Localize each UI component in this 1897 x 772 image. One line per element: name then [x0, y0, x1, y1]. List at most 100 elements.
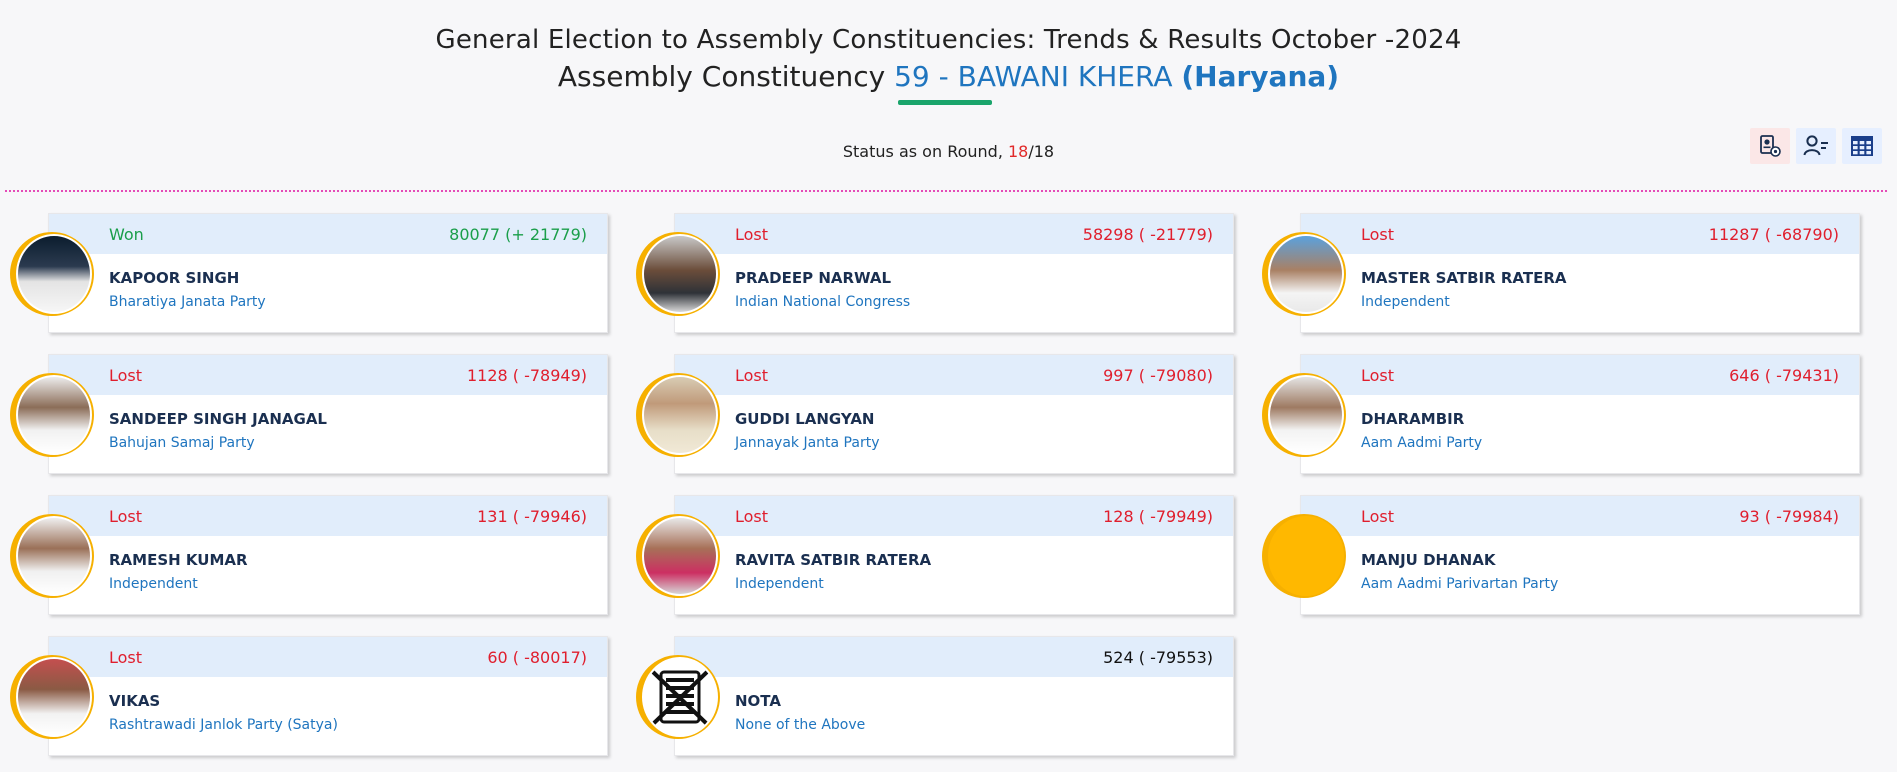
- card-body: Lost 93 ( -79984) MANJU DHANAK Aam Aadmi…: [1300, 495, 1860, 615]
- vote-count: 1128 ( -78949): [466, 365, 587, 385]
- card-band: Lost 58298 ( -21779): [675, 214, 1233, 254]
- view-toolbar: [1750, 128, 1882, 164]
- chart-settings-icon: [1760, 135, 1781, 157]
- candidate-card[interactable]: Lost 11287 ( -68790) MASTER SATBIR RATER…: [1262, 213, 1862, 333]
- candidate-name: PRADEEP NARWAL: [735, 269, 892, 287]
- card-body: Lost 997 ( -79080) GUDDI LANGYAN Jannaya…: [674, 354, 1234, 474]
- result-status: Lost: [1361, 506, 1395, 526]
- candidate-card[interactable]: Lost 93 ( -79984) MANJU DHANAK Aam Aadmi…: [1262, 495, 1862, 615]
- round-separator: /: [1028, 142, 1034, 161]
- card-body: Lost 128 ( -79949) RAVITA SATBIR RATERA …: [674, 495, 1234, 615]
- avatar: [16, 516, 92, 596]
- avatar-ring: [10, 655, 94, 739]
- avatar: [642, 375, 718, 455]
- candidate-card[interactable]: Lost 646 ( -79431) DHARAMBIR Aam Aadmi P…: [1262, 354, 1862, 474]
- candidate-card[interactable]: Lost 131 ( -79946) RAMESH KUMAR Independ…: [10, 495, 610, 615]
- avatar: [642, 234, 718, 314]
- party-name: Independent: [109, 576, 198, 592]
- constituency-prefix: Assembly Constituency: [557, 60, 886, 93]
- result-status: Lost: [1361, 224, 1395, 244]
- result-status: Lost: [1361, 365, 1395, 385]
- card-band: Lost 93 ( -79984): [1301, 496, 1859, 536]
- card-band: Lost 11287 ( -68790): [1301, 214, 1859, 254]
- card-band: Lost 646 ( -79431): [1301, 355, 1859, 395]
- party-name: Bahujan Samaj Party: [109, 435, 255, 451]
- party-name: Indian National Congress: [735, 294, 911, 310]
- card-body: Lost 646 ( -79431) DHARAMBIR Aam Aadmi P…: [1300, 354, 1860, 474]
- avatar: [16, 657, 92, 737]
- person-list-icon: [1803, 135, 1828, 156]
- card-body: 524 ( -79553) NOTA None of the Above: [674, 636, 1234, 756]
- vote-count: 524 ( -79553): [1103, 647, 1213, 667]
- card-body: Lost 11287 ( -68790) MASTER SATBIR RATER…: [1300, 213, 1860, 333]
- candidate-card[interactable]: Lost 1128 ( -78949) SANDEEP SINGH JANAGA…: [10, 354, 610, 474]
- state-name: (Haryana): [1181, 60, 1340, 93]
- avatar-ring: [636, 514, 720, 598]
- avatar-ring: [636, 373, 720, 457]
- candidate-name: DHARAMBIR: [1361, 410, 1465, 428]
- candidate-name: VIKAS: [109, 692, 161, 710]
- card-body: Lost 60 ( -80017) VIKAS Rashtrawadi Janl…: [48, 636, 608, 756]
- candidate-name: NOTA: [735, 692, 781, 710]
- section-divider: [5, 190, 1887, 192]
- party-name: Bharatiya Janata Party: [109, 294, 266, 310]
- vote-count: 131 ( -79946): [477, 506, 587, 526]
- current-round: 18: [1008, 142, 1029, 161]
- card-body: Lost 58298 ( -21779) PRADEEP NARWAL Indi…: [674, 213, 1234, 333]
- avatar-ring: [1262, 232, 1346, 316]
- title-underline: [898, 100, 992, 105]
- party-name: Independent: [735, 576, 824, 592]
- avatar: [1268, 375, 1344, 455]
- result-status: Lost: [735, 365, 769, 385]
- vote-count: 646 ( -79431): [1729, 365, 1839, 385]
- card-band: Lost 997 ( -79080): [675, 355, 1233, 395]
- avatar-ring: [636, 232, 720, 316]
- avatar-placeholder: [1268, 516, 1344, 596]
- party-name: None of the Above: [735, 717, 866, 733]
- candidate-card[interactable]: Won 80077 (+ 21779) KAPOOR SINGH Bharati…: [10, 213, 610, 333]
- card-band: Lost 1128 ( -78949): [49, 355, 607, 395]
- round-status: Status as on Round, 18/18: [0, 142, 1897, 161]
- chart-view-button[interactable]: [1750, 128, 1790, 164]
- candidate-card[interactable]: Lost 60 ( -80017) VIKAS Rashtrawadi Janl…: [10, 636, 610, 756]
- avatar: [642, 657, 718, 737]
- constituency-title: Assembly Constituency 59 - BAWANI KHERA …: [0, 58, 1897, 96]
- candidate-card[interactable]: Lost 128 ( -79949) RAVITA SATBIR RATERA …: [636, 495, 1236, 615]
- avatar: [16, 234, 92, 314]
- candidate-name: GUDDI LANGYAN: [735, 410, 875, 428]
- avatar-ring: [10, 514, 94, 598]
- avatar-ring: [1262, 373, 1346, 457]
- vote-count: 58298 ( -21779): [1082, 224, 1213, 244]
- table-grid-icon: [1851, 136, 1873, 156]
- round-status-label: Status as on Round,: [842, 142, 1003, 161]
- candidate-name: MANJU DHANAK: [1361, 551, 1496, 569]
- card-body: Won 80077 (+ 21779) KAPOOR SINGH Bharati…: [48, 213, 608, 333]
- candidate-grid: Won 80077 (+ 21779) KAPOOR SINGH Bharati…: [10, 213, 1862, 756]
- vote-count: 80077 (+ 21779): [449, 224, 587, 244]
- card-band: Lost 60 ( -80017): [49, 637, 607, 677]
- table-view-button[interactable]: [1842, 128, 1882, 164]
- candidate-name: SANDEEP SINGH JANAGAL: [109, 410, 327, 428]
- avatar-ring: [1262, 514, 1346, 598]
- party-name: Rashtrawadi Janlok Party (Satya): [109, 717, 338, 733]
- candidate-card[interactable]: Lost 58298 ( -21779) PRADEEP NARWAL Indi…: [636, 213, 1236, 333]
- candidate-name: RAVITA SATBIR RATERA: [735, 551, 932, 569]
- card-body: Lost 131 ( -79946) RAMESH KUMAR Independ…: [48, 495, 608, 615]
- party-name: Independent: [1361, 294, 1450, 310]
- vote-count: 11287 ( -68790): [1708, 224, 1839, 244]
- card-body: Lost 1128 ( -78949) SANDEEP SINGH JANAGA…: [48, 354, 608, 474]
- candidate-card[interactable]: Lost 997 ( -79080) GUDDI LANGYAN Jannaya…: [636, 354, 1236, 474]
- result-status: Won: [109, 224, 144, 244]
- party-name: Aam Aadmi Parivartan Party: [1361, 576, 1559, 592]
- result-status: Lost: [735, 224, 769, 244]
- candidate-list-button[interactable]: [1796, 128, 1836, 164]
- candidate-name: RAMESH KUMAR: [109, 551, 248, 569]
- avatar-ring: [636, 655, 720, 739]
- page-header: General Election to Assembly Constituenc…: [0, 0, 1897, 96]
- result-status: Lost: [109, 506, 143, 526]
- card-band: Won 80077 (+ 21779): [49, 214, 607, 254]
- vote-count: 60 ( -80017): [487, 647, 587, 667]
- candidate-card[interactable]: 524 ( -79553) NOTA None of the Above: [636, 636, 1236, 756]
- vote-count: 997 ( -79080): [1103, 365, 1213, 385]
- avatar-ring: [10, 373, 94, 457]
